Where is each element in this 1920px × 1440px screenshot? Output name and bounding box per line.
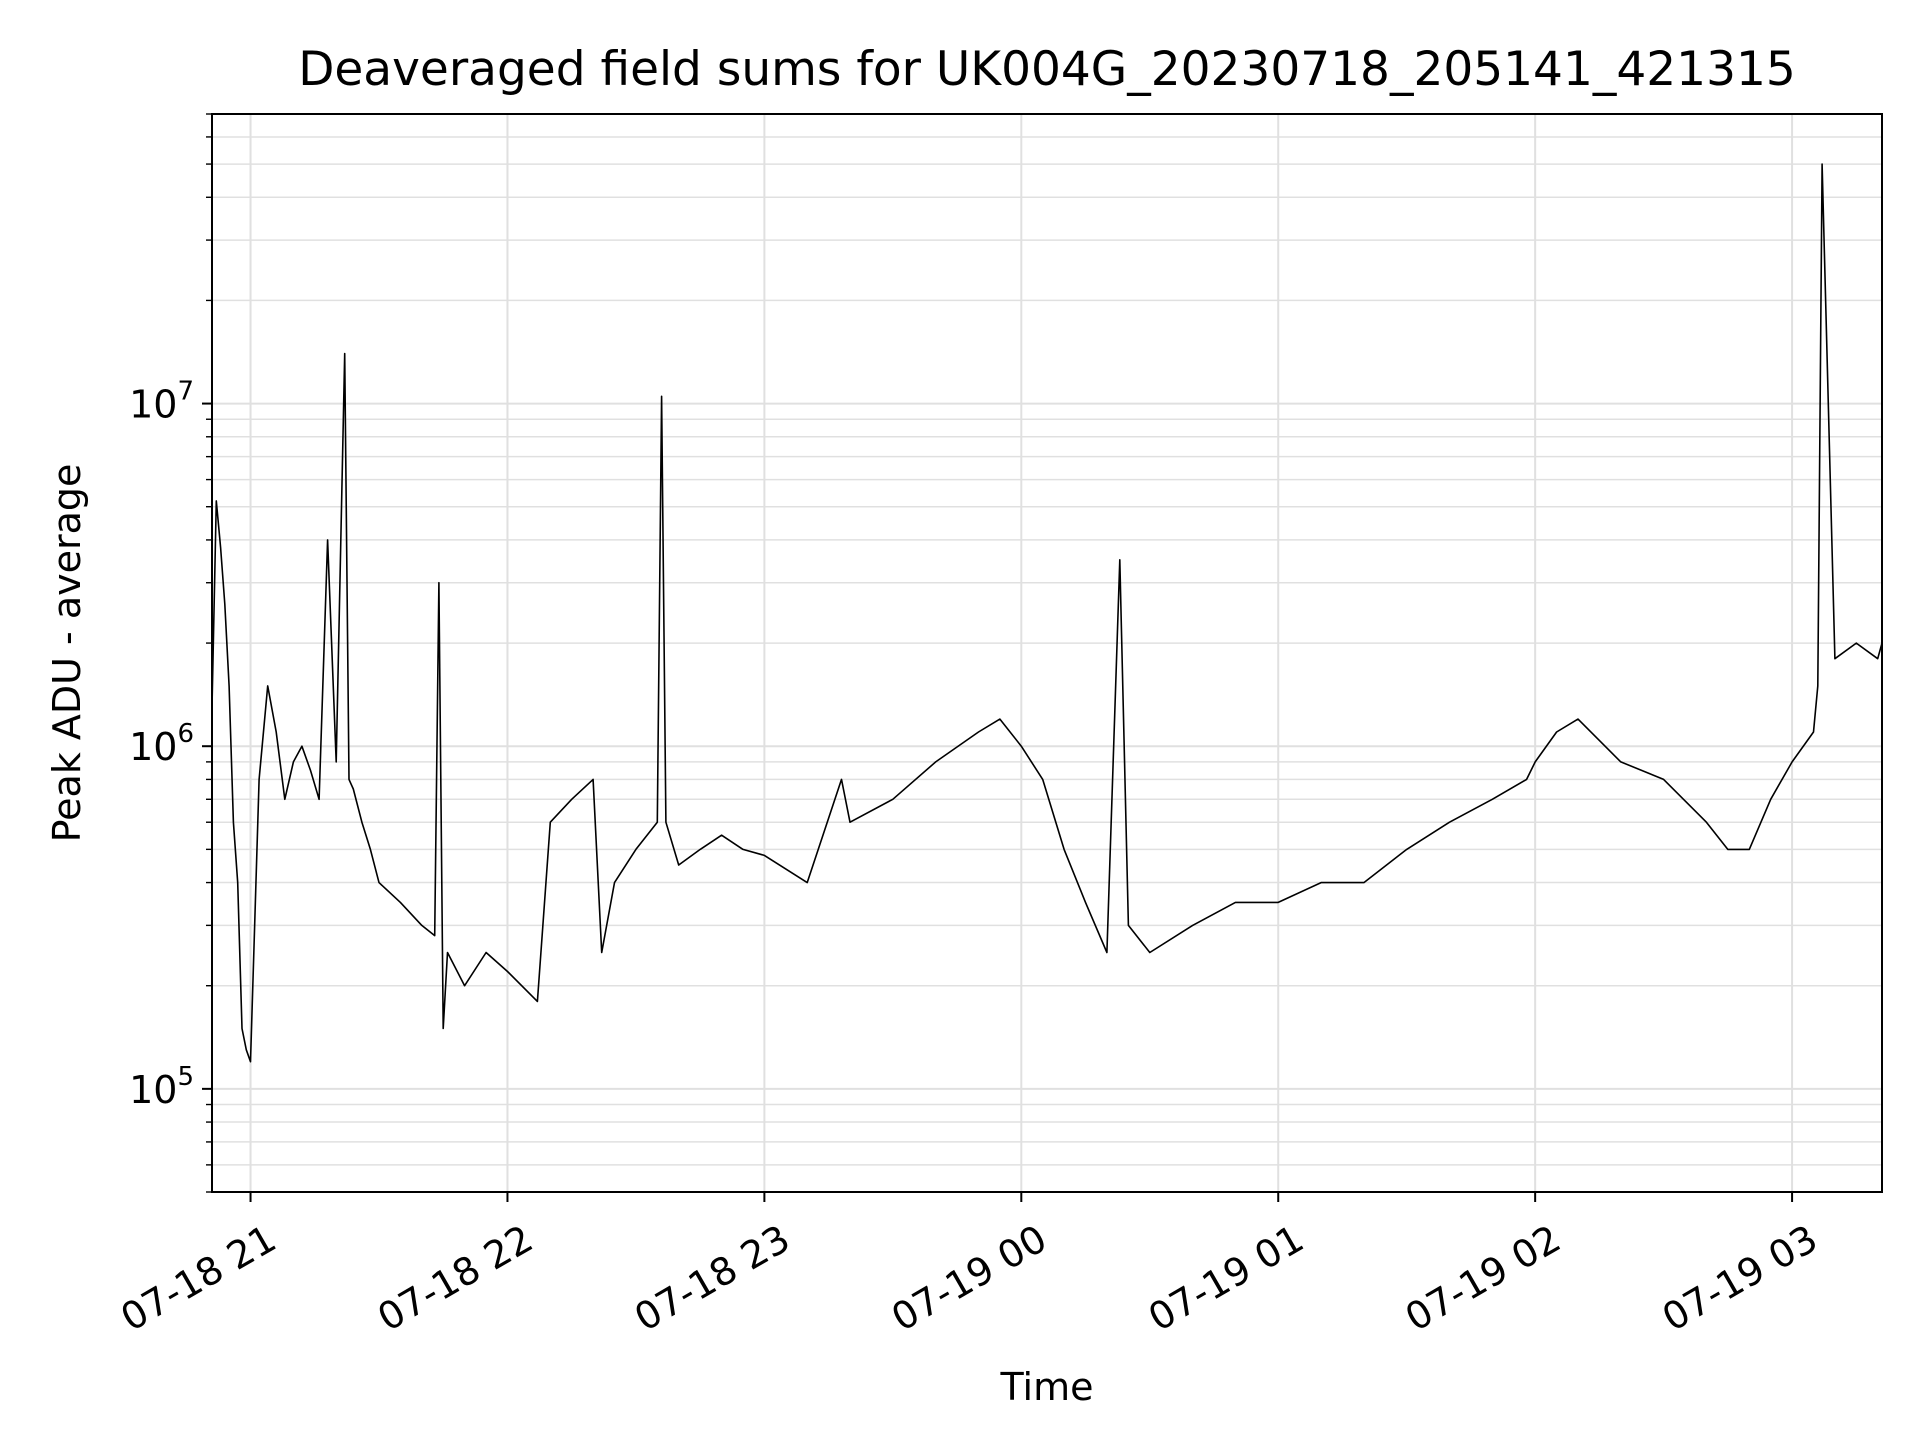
y-tick-label: 105 bbox=[129, 1062, 194, 1112]
y-tick-label: 106 bbox=[129, 719, 194, 769]
x-axis-label: Time bbox=[1000, 1365, 1094, 1409]
series bbox=[211, 163, 1883, 1063]
series-line bbox=[211, 163, 1883, 1063]
grid bbox=[212, 113, 1882, 1193]
y-axis-label: Peak ADU - average bbox=[45, 464, 89, 843]
y-tick-label: 107 bbox=[129, 377, 194, 427]
plot-frame bbox=[211, 113, 1883, 1193]
chart-title: Deaveraged field sums for UK004G_2023071… bbox=[298, 42, 1796, 97]
